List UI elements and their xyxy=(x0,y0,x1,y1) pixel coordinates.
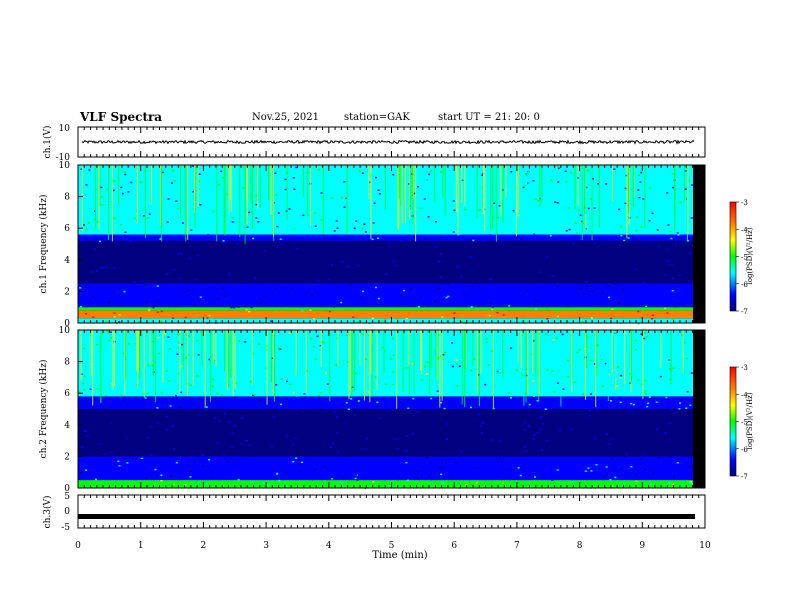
ch1-waveform-panel: 10 -10 ch.1(V) xyxy=(42,124,706,163)
ch3-waveform-panel: 5 0 -5 ch.3(V) xyxy=(42,492,706,533)
ytick-label: 0 xyxy=(64,484,70,494)
colorbar-ch1-label: log(PSD)(V²/Hz) xyxy=(746,227,754,284)
ytick-label: 2 xyxy=(64,287,70,297)
colorbar-tick-label: -5 xyxy=(741,419,748,427)
spectral-band xyxy=(78,310,693,319)
spectral-band xyxy=(78,396,693,409)
date-label: Nov.25, 2021 xyxy=(252,112,319,123)
ch1-ytick-top: 10 xyxy=(59,124,71,134)
ch2-spectrogram-panel: 0 2 4 6 8 10 ch.2 Frequency (kHz) xyxy=(38,326,706,494)
ytick-label: 6 xyxy=(64,224,70,234)
ch2-spectrogram xyxy=(78,330,705,489)
x-tick-label: 0 xyxy=(75,541,81,551)
ytick-label: 4 xyxy=(64,256,70,266)
ch1-spectrogram xyxy=(78,165,705,325)
spectral-band xyxy=(78,330,693,397)
station-label: station=GAK xyxy=(344,112,410,123)
start-time-label: start UT = 21: 20: 0 xyxy=(438,112,540,123)
ytick-label: 0 xyxy=(64,319,70,329)
time-tick-marks xyxy=(77,127,706,528)
colorbar-tick-label: -6 xyxy=(741,446,748,454)
colorbar-tick-label: -7 xyxy=(741,473,748,481)
x-tick-label: 1 xyxy=(138,541,144,551)
colorbar-tick-label: -4 xyxy=(741,391,748,399)
colorbar-tick-label: -3 xyxy=(741,199,748,207)
spectral-band xyxy=(78,234,693,241)
ytick-label: 10 xyxy=(59,326,71,336)
colorbar-ch1: -3 -4 -5 -6 -7 log(PSD)(V²/Hz) xyxy=(729,199,754,316)
ch3-ylabel: ch.3(V) xyxy=(42,496,53,529)
spectral-band xyxy=(78,283,693,308)
spectral-band xyxy=(78,409,693,457)
x-tick-label: 4 xyxy=(326,541,332,551)
colorbar-tick-label: -6 xyxy=(741,281,748,289)
colorbar-ch2-label: log(PSD)(V²/Hz) xyxy=(746,392,754,449)
colorbar-tick-label: -5 xyxy=(741,254,748,262)
ytick-label: 6 xyxy=(64,389,70,399)
x-tick-label: 8 xyxy=(577,541,583,551)
ytick-label: 8 xyxy=(64,358,70,368)
colorbar-tick-label: -4 xyxy=(741,226,748,234)
x-tick-label: 6 xyxy=(451,541,457,551)
x-tick-label: 9 xyxy=(639,541,645,551)
ch1-waveform-line xyxy=(81,139,695,145)
colorbar-tick-label: -3 xyxy=(741,364,748,372)
ch1-spectrogram-panel: 0 2 4 6 8 10 ch.1 Frequency (kHz) xyxy=(38,161,706,329)
ch1-spec-ylabel: ch.1 Frequency (kHz) xyxy=(38,195,49,294)
ch3-ytick-5: 5 xyxy=(64,492,70,502)
spectral-band xyxy=(78,480,693,488)
colorbar-tick-label: -7 xyxy=(741,308,748,316)
x-tick-label: 10 xyxy=(699,541,711,551)
ch2-spec-ylabel: ch.2 Frequency (kHz) xyxy=(38,360,49,459)
colorbar-ch2: -3 -4 -5 -6 -7 log(PSD)(V²/Hz) xyxy=(729,364,754,481)
spectral-band xyxy=(78,456,693,481)
ytick-label: 8 xyxy=(64,193,70,203)
ch3-ytick-minus5: -5 xyxy=(61,523,70,533)
ch1-ytick-bottom: -10 xyxy=(56,153,71,163)
ytick-label: 4 xyxy=(64,421,70,431)
ytick-label: 10 xyxy=(59,161,71,171)
ch1-ylabel: ch.1(V) xyxy=(42,126,53,159)
x-tick-label: 7 xyxy=(514,541,520,551)
x-tick-label: 2 xyxy=(201,541,207,551)
x-tick-label: 5 xyxy=(389,541,395,551)
x-tick-label: 3 xyxy=(263,541,269,551)
x-tick-labels: 0 1 2 3 4 5 6 7 8 9 10 xyxy=(75,541,711,551)
spectral-band xyxy=(78,307,693,311)
chart-title: VLF Spectra xyxy=(80,110,163,124)
ch3-ytick-0: 0 xyxy=(64,507,70,517)
x-axis-label: Time (min) xyxy=(372,550,427,561)
ytick-label: 2 xyxy=(64,452,70,462)
